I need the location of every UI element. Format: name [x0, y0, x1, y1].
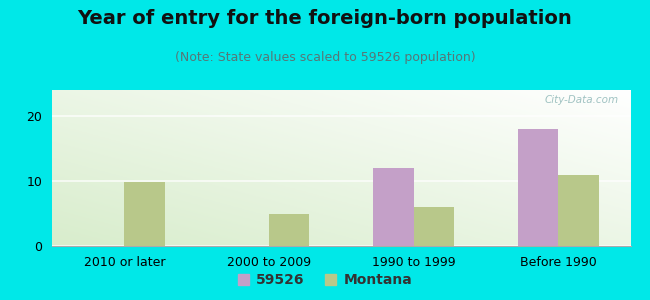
Legend: 59526, Montana: 59526, Montana	[232, 268, 418, 293]
Bar	[558, 175, 599, 246]
Bar	[124, 182, 165, 246]
Text: City-Data.com: City-Data.com	[545, 95, 619, 105]
Bar	[413, 207, 454, 246]
Bar	[269, 214, 309, 246]
Bar	[517, 129, 558, 246]
Bar	[373, 168, 413, 246]
Text: (Note: State values scaled to 59526 population): (Note: State values scaled to 59526 popu…	[175, 51, 475, 64]
Text: Year of entry for the foreign-born population: Year of entry for the foreign-born popul…	[77, 9, 573, 28]
